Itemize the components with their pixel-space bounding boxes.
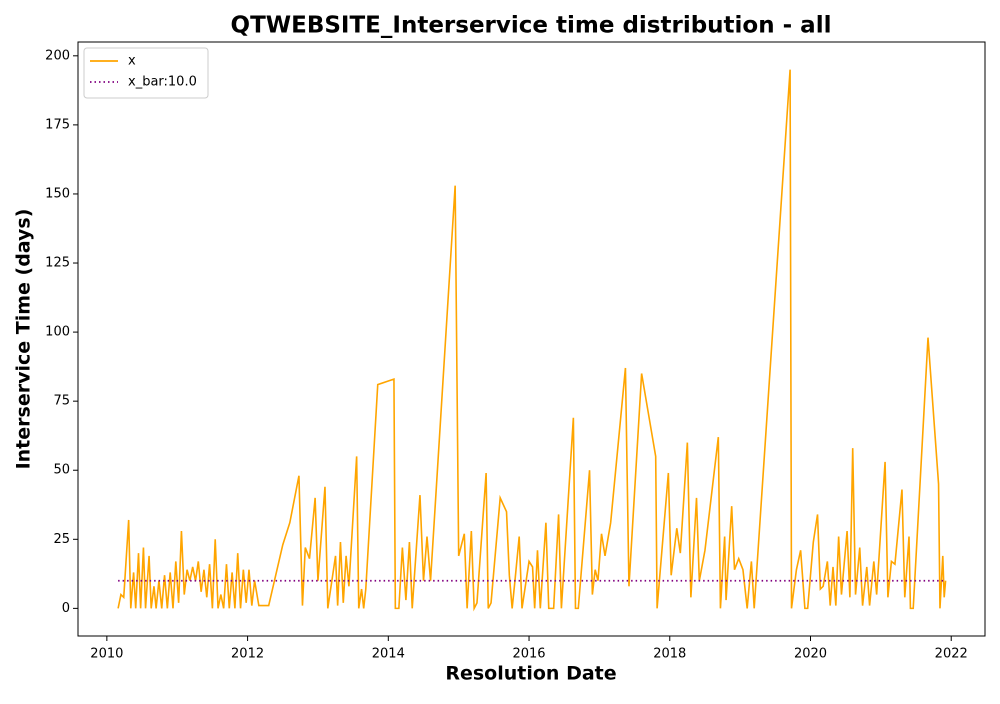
y-tick-label: 150 <box>45 186 70 201</box>
x-tick-label: 2018 <box>653 647 686 662</box>
x-tick-label: 2022 <box>935 647 968 662</box>
legend-label: x <box>128 54 136 69</box>
series-line <box>117 69 947 612</box>
y-tick-label: 50 <box>53 463 70 478</box>
legend-label: x_bar:10.0 <box>128 75 197 90</box>
x-axis-label: Resolution Date <box>445 663 616 685</box>
chart-title: QTWEBSITE_Interservice time distribution… <box>231 13 832 39</box>
plot-frame <box>77 41 986 637</box>
y-tick-label: 25 <box>53 532 70 547</box>
legend-box <box>83 47 209 99</box>
x-tick-label: 2012 <box>231 647 264 662</box>
x-tick-label: 2020 <box>794 647 827 662</box>
x-tick-label: 2016 <box>512 647 545 662</box>
y-tick-label: 125 <box>45 256 70 271</box>
y-tick-label: 175 <box>45 117 70 132</box>
y-tick-label: 0 <box>62 601 70 616</box>
x-tick-label: 2014 <box>372 647 405 662</box>
y-tick-label: 200 <box>45 48 70 63</box>
y-tick-label: 75 <box>53 394 70 409</box>
y-tick-label: 100 <box>45 325 70 340</box>
x-tick-label: 2010 <box>90 647 123 662</box>
y-axis-label: Interservice Time (days) <box>13 209 35 470</box>
